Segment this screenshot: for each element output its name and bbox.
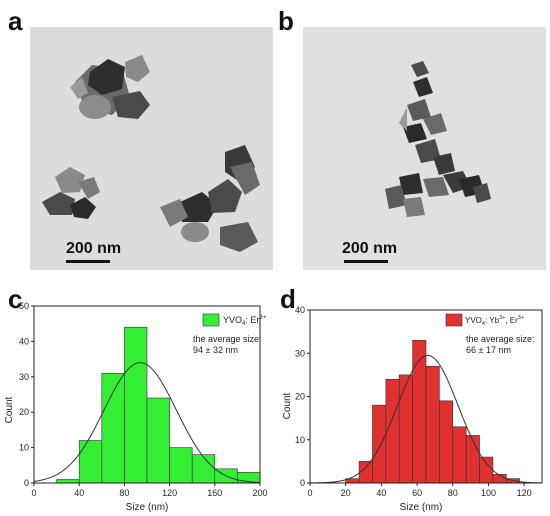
c-plot-xtick-label-2: 80 <box>119 488 129 498</box>
c-plot-frame <box>33 305 261 484</box>
d-plot-bar-9 <box>465 435 480 484</box>
d-plot-xtick-label-5: 100 <box>481 488 496 498</box>
d-plot-ytick-label-1: 10 <box>295 435 305 445</box>
c-plot-bar-4 <box>146 397 170 484</box>
c-xlabel: Size (nm) <box>126 502 169 513</box>
d-plot-bar-3 <box>385 378 400 484</box>
d-plot-ytick-label-0: 0 <box>300 478 305 488</box>
d-plot-bar-4 <box>398 374 413 484</box>
c-plot-xtick-label-1: 40 <box>74 488 84 498</box>
d-plot-bar-2 <box>372 404 387 484</box>
d-plot-ytick-label-2: 20 <box>295 392 305 402</box>
tem-image-b <box>303 27 546 270</box>
d-plot-bar-7 <box>439 400 454 484</box>
d-plot-xtick-label-4: 80 <box>448 488 458 498</box>
c-plot-ytick-label-0: 0 <box>24 478 29 488</box>
d-plot-xtick-label-1: 20 <box>341 488 351 498</box>
panel-letter-b: b <box>278 6 294 36</box>
d-plot-xtick-label-2: 40 <box>376 488 386 498</box>
tem-image-a <box>30 27 273 270</box>
c-annotation-line2: 94 ± 32 nm <box>193 345 238 355</box>
d-legend-sup: 3+ <box>499 315 505 321</box>
c-plot-ytick-label-4: 40 <box>19 336 29 346</box>
tem-particles-a <box>42 55 260 252</box>
c-plot-xtick-label-5: 200 <box>252 488 267 498</box>
d-plot-bar-10 <box>479 456 494 484</box>
d-legend-main: YVO <box>465 316 482 325</box>
c-plot-bar-6 <box>191 454 216 484</box>
panel-letter-c: c <box>8 284 23 314</box>
d-plot-ytick-label-3: 30 <box>295 348 305 358</box>
c-plot-bar-1 <box>78 440 103 484</box>
histogram-c: 0 40 80 120 160 200 0 10 20 30 40 50 Count Size (nm… <box>4 301 268 513</box>
d-annotation-line2: 66 ± 17 nm <box>466 345 511 355</box>
d-legend-sup2: 3+ <box>518 315 524 321</box>
svg-text:YVO4: Yb3+, Er3+: YVO4: Yb3+, Er3+ <box>465 315 524 327</box>
d-plot-bar-8 <box>452 426 467 484</box>
c-plot-bar-0 <box>56 479 80 484</box>
d-plot-ytick-label-4: 40 <box>295 305 305 315</box>
c-ylabel: Count <box>4 396 15 423</box>
d-legend-rest: : Yb <box>485 316 500 325</box>
d-legend-rest2: , Er <box>505 316 518 325</box>
d-legend-swatch <box>445 313 463 327</box>
c-plot-bar-3 <box>124 326 148 484</box>
d-legend: YVO4: Yb3+, Er3+ <box>445 313 524 327</box>
c-plot-ytick-label-2: 20 <box>19 407 29 417</box>
svg-text:YVO4: Er3+: YVO4: Er3+ <box>223 315 267 327</box>
c-plot-ytick-label-5: 50 <box>19 301 29 311</box>
d-xlabel: Size (nm) <box>400 502 443 513</box>
tem-particles-b <box>385 61 491 217</box>
scale-label-a: 200 nm <box>66 240 122 257</box>
c-plot-bar-5 <box>169 447 193 484</box>
d-annotation-line1: the average size: <box>466 334 535 344</box>
panel-letter-a: a <box>8 6 23 36</box>
c-plot-ytick-label-1: 10 <box>19 443 29 453</box>
c-legend: YVO4: Er3+ <box>202 313 267 327</box>
scale-bar-b <box>344 260 388 263</box>
d-plot-xtick-label-6: 120 <box>517 488 532 498</box>
d-ylabel: Count <box>282 392 293 419</box>
c-plot-xtick-label-0: 0 <box>31 488 36 498</box>
c-legend-sub: 4 <box>242 321 246 327</box>
c-plot-ytick-label-3: 30 <box>19 372 29 382</box>
d-plot-bar-5 <box>412 339 427 484</box>
scale-label-b: 200 nm <box>342 240 398 257</box>
panel-letter-d: d <box>280 284 296 314</box>
scale-bar-a <box>66 260 110 263</box>
c-legend-swatch <box>202 313 220 327</box>
c-legend-rest: : Er <box>245 315 259 325</box>
histogram-d: 0 20 40 60 80 100 120 0 10 20 30 40 Count Size (nm)… <box>282 305 543 513</box>
d-plot-bar-6 <box>425 365 440 484</box>
c-legend-sup: 3+ <box>259 315 266 321</box>
c-plot-xtick-label-4: 160 <box>207 488 222 498</box>
c-plot-bar-2 <box>101 372 125 484</box>
c-annotation-line1: the average size: <box>193 334 262 344</box>
d-plot-fit-curve <box>309 354 543 484</box>
d-plot-xtick-label-0: 0 <box>307 488 312 498</box>
c-plot-xtick-label-3: 120 <box>162 488 177 498</box>
c-legend-main: YVO <box>223 315 242 325</box>
d-legend-sub: 4 <box>482 321 485 327</box>
c-plot-fit-curve <box>33 362 261 483</box>
d-plot-xtick-label-3: 60 <box>412 488 422 498</box>
